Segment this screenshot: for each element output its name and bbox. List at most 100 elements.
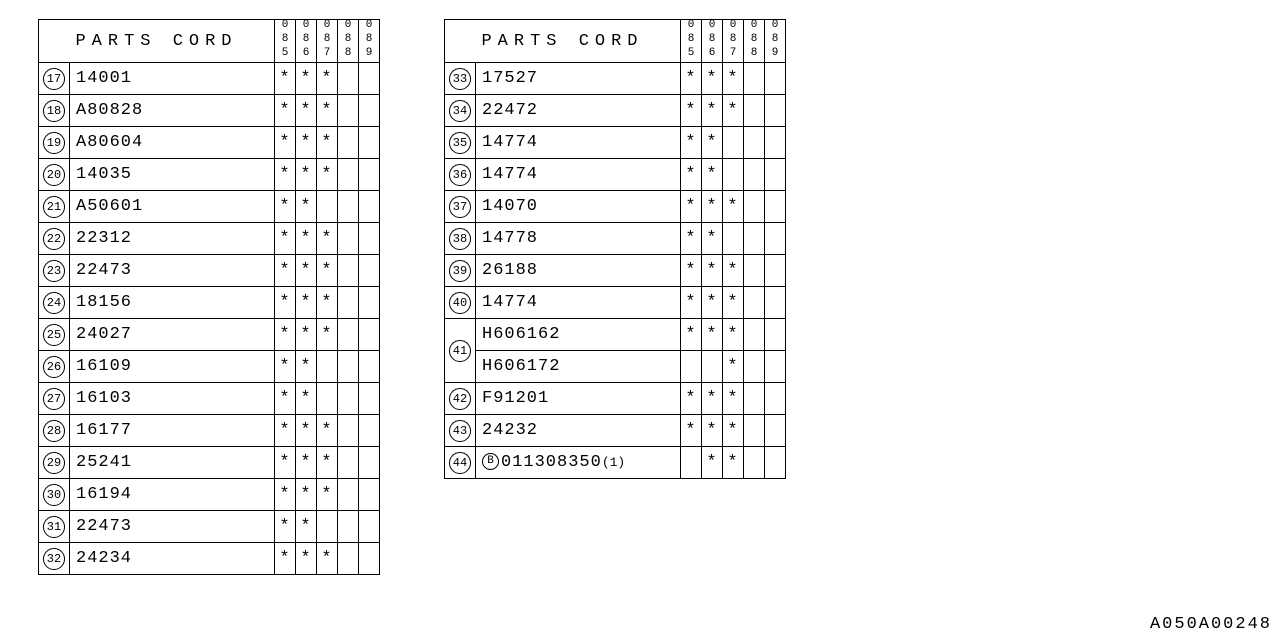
flag-cell-3 bbox=[744, 63, 765, 95]
flag-cell-0: * bbox=[681, 127, 702, 159]
row-number-badge: 41 bbox=[449, 340, 471, 362]
table-row: 2222312*** bbox=[39, 223, 380, 255]
flag-cell-4 bbox=[359, 159, 380, 191]
flag-cell-2 bbox=[317, 383, 338, 415]
flag-cell-3 bbox=[338, 191, 359, 223]
table-row: 42F91201*** bbox=[445, 383, 786, 415]
part-code-cell: 14774 bbox=[476, 159, 681, 191]
table-row: 18A80828*** bbox=[39, 95, 380, 127]
flag-cell-2: * bbox=[317, 543, 338, 575]
header-year-1: 086 bbox=[296, 20, 317, 63]
flag-cell-1: * bbox=[296, 479, 317, 511]
flag-cell-0: * bbox=[681, 319, 702, 351]
flag-cell-2: * bbox=[723, 319, 744, 351]
header-year-1: 086 bbox=[702, 20, 723, 63]
part-code: 18156 bbox=[76, 293, 132, 312]
part-code: 14774 bbox=[482, 133, 538, 152]
parts-table-0: PARTS CORD0850860870880891714001***18A80… bbox=[38, 19, 380, 575]
row-number-cell: 42 bbox=[445, 383, 476, 415]
row-number-cell: 44 bbox=[445, 447, 476, 479]
table-row: 3317527*** bbox=[445, 63, 786, 95]
flag-cell-2: * bbox=[317, 95, 338, 127]
header-year-0: 085 bbox=[275, 20, 296, 63]
table-row: 3422472*** bbox=[445, 95, 786, 127]
flag-cell-4 bbox=[765, 95, 786, 127]
flag-cell-3 bbox=[744, 415, 765, 447]
footer-code: A050A00248 bbox=[1150, 615, 1272, 634]
flag-cell-1: * bbox=[296, 351, 317, 383]
flag-cell-0: * bbox=[275, 511, 296, 543]
flag-cell-2: * bbox=[317, 159, 338, 191]
header-year-3: 088 bbox=[744, 20, 765, 63]
part-code: A80828 bbox=[76, 101, 143, 120]
part-code: 17527 bbox=[482, 69, 538, 88]
part-code: 16103 bbox=[76, 389, 132, 408]
flag-cell-3 bbox=[744, 95, 765, 127]
flag-cell-2: * bbox=[317, 415, 338, 447]
flag-cell-1: * bbox=[702, 95, 723, 127]
row-number-cell: 30 bbox=[39, 479, 70, 511]
part-code: 16177 bbox=[76, 421, 132, 440]
flag-cell-2: * bbox=[317, 255, 338, 287]
row-number-cell: 36 bbox=[445, 159, 476, 191]
flag-cell-4 bbox=[359, 511, 380, 543]
flag-cell-1: * bbox=[702, 415, 723, 447]
flag-cell-4 bbox=[765, 415, 786, 447]
row-number-badge: 21 bbox=[43, 196, 65, 218]
part-code: 14035 bbox=[76, 165, 132, 184]
row-number-cell: 34 bbox=[445, 95, 476, 127]
row-number-badge: 28 bbox=[43, 420, 65, 442]
table-row: 2524027*** bbox=[39, 319, 380, 351]
part-prefix-badge: B bbox=[482, 453, 499, 470]
flag-cell-1 bbox=[702, 351, 723, 383]
part-code-cell: A50601 bbox=[70, 191, 275, 223]
part-suffix: (1) bbox=[602, 455, 625, 470]
flag-cell-3 bbox=[338, 95, 359, 127]
table-row: 3814778** bbox=[445, 223, 786, 255]
flag-cell-1: * bbox=[296, 63, 317, 95]
part-code-cell: 16109 bbox=[70, 351, 275, 383]
row-number-badge: 22 bbox=[43, 228, 65, 250]
row-number-cell: 28 bbox=[39, 415, 70, 447]
flag-cell-3 bbox=[744, 223, 765, 255]
part-code-cell: A80604 bbox=[70, 127, 275, 159]
row-number-cell: 40 bbox=[445, 287, 476, 319]
row-number-badge: 29 bbox=[43, 452, 65, 474]
part-code-cell: F91201 bbox=[476, 383, 681, 415]
part-code-cell: 16194 bbox=[70, 479, 275, 511]
flag-cell-0: * bbox=[275, 287, 296, 319]
part-code: 14070 bbox=[482, 197, 538, 216]
row-number-badge: 25 bbox=[43, 324, 65, 346]
flag-cell-2: * bbox=[317, 319, 338, 351]
row-number-cell: 18 bbox=[39, 95, 70, 127]
flag-cell-4 bbox=[359, 223, 380, 255]
part-code: 24234 bbox=[76, 549, 132, 568]
row-number-cell: 32 bbox=[39, 543, 70, 575]
flag-cell-0: * bbox=[275, 223, 296, 255]
table-row: 2925241*** bbox=[39, 447, 380, 479]
flag-cell-2: * bbox=[723, 351, 744, 383]
flag-cell-4 bbox=[765, 351, 786, 383]
flag-cell-2 bbox=[317, 511, 338, 543]
part-code: 16109 bbox=[76, 357, 132, 376]
flag-cell-2: * bbox=[317, 223, 338, 255]
part-code-cell: 18156 bbox=[70, 287, 275, 319]
part-code: 22473 bbox=[76, 261, 132, 280]
flag-cell-3 bbox=[338, 415, 359, 447]
part-code-cell: 14001 bbox=[70, 63, 275, 95]
flag-cell-4 bbox=[359, 447, 380, 479]
flag-cell-1: * bbox=[702, 447, 723, 479]
part-code-cell: 24234 bbox=[70, 543, 275, 575]
flag-cell-2: * bbox=[723, 415, 744, 447]
flag-cell-1: * bbox=[702, 383, 723, 415]
part-code-cell: 14070 bbox=[476, 191, 681, 223]
flag-cell-4 bbox=[765, 447, 786, 479]
flag-cell-1: * bbox=[296, 319, 317, 351]
flag-cell-2: * bbox=[723, 95, 744, 127]
flag-cell-0: * bbox=[681, 95, 702, 127]
flag-cell-3 bbox=[744, 383, 765, 415]
flag-cell-0: * bbox=[681, 223, 702, 255]
flag-cell-1: * bbox=[296, 287, 317, 319]
flag-cell-2 bbox=[723, 223, 744, 255]
table-row: H606172* bbox=[445, 351, 786, 383]
